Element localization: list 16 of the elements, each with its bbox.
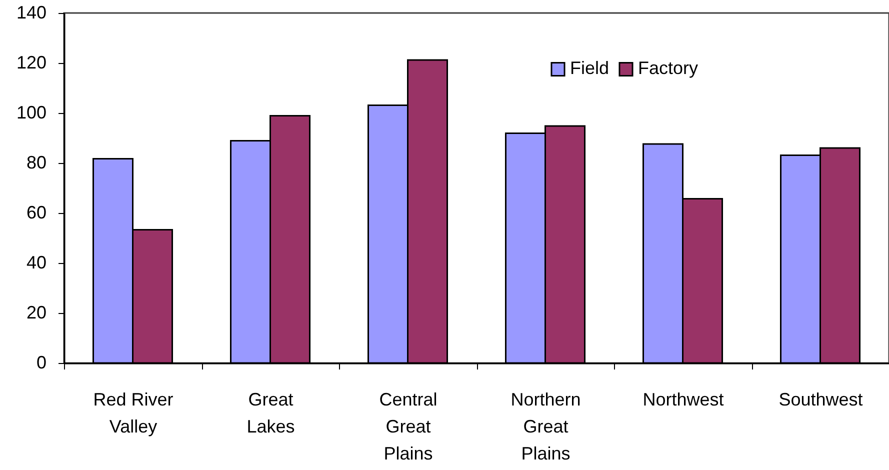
x-tick-label: Southwest (778, 390, 863, 410)
legend-label: Field (570, 58, 610, 78)
y-tick-label: 0 (36, 352, 46, 372)
x-tick-label: Great Lakes (246, 390, 295, 436)
x-tick-label: Northern Great Plains (510, 390, 581, 464)
x-tick-label: Red River Valley (93, 390, 174, 436)
y-tick-label: 60 (26, 202, 46, 222)
x-tick-label: Northwest (642, 390, 724, 410)
y-tick-label: 80 (26, 152, 46, 172)
y-tick-label: 120 (16, 52, 46, 72)
y-tick-label: 140 (16, 2, 46, 22)
legend-label: Factory (638, 58, 698, 78)
y-tick-label: 100 (16, 102, 46, 122)
x-tick-label: Central Great Plains (379, 390, 438, 464)
y-tick-label: 40 (26, 252, 46, 272)
y-tick-label: 20 (26, 302, 46, 322)
